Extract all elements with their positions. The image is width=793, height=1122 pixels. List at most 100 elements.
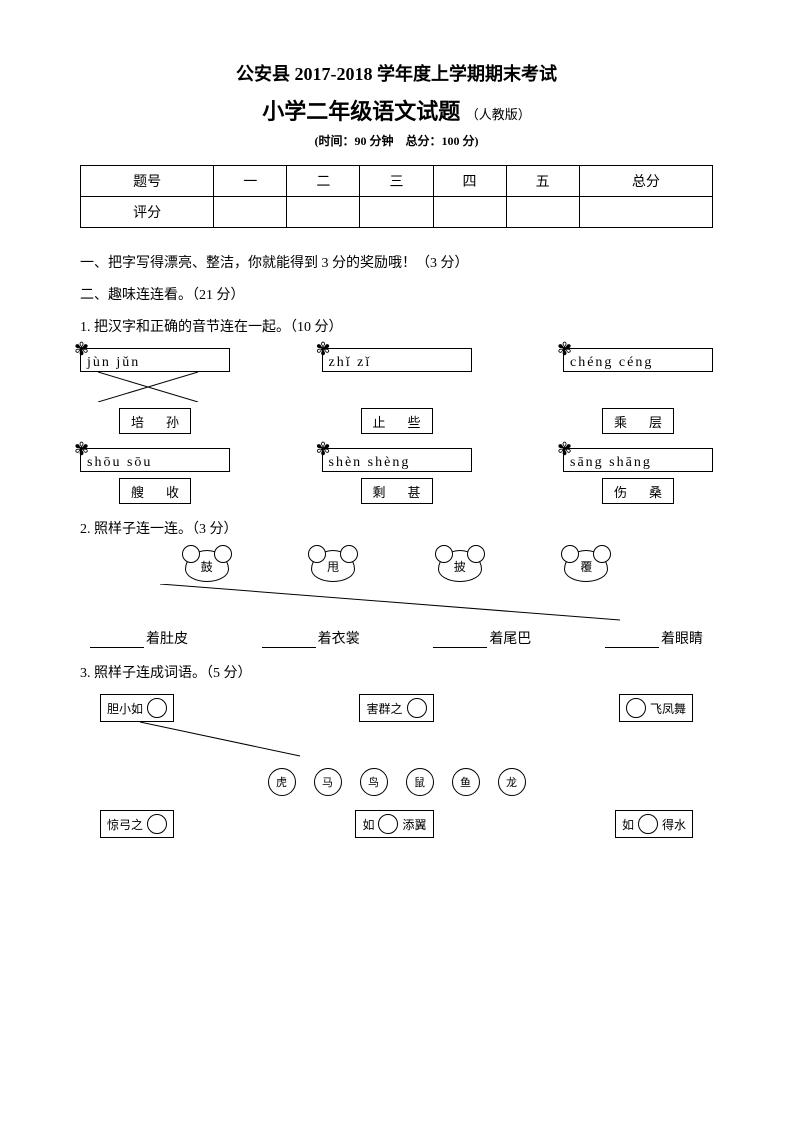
animal-circle: 鱼 bbox=[452, 768, 480, 796]
word-box: 飞凤舞 bbox=[619, 694, 693, 722]
char: 桑 bbox=[638, 482, 673, 501]
char-box: 培孙 bbox=[119, 408, 191, 434]
circle-blank[interactable] bbox=[638, 814, 658, 834]
underline[interactable] bbox=[262, 633, 316, 648]
table-row: 评分 bbox=[81, 197, 713, 228]
cloud-item: 披 bbox=[438, 550, 482, 582]
title-sub: （人教版） bbox=[466, 107, 531, 122]
word-text: 飞凤舞 bbox=[650, 700, 686, 717]
underline[interactable] bbox=[90, 633, 144, 648]
word-text: 害群之 bbox=[366, 700, 402, 717]
pinyin-row: ✾ jùn jǔn ✾ zhǐ zǐ ✾ chéng céng bbox=[80, 348, 713, 402]
animal-circle: 马 bbox=[314, 768, 342, 796]
char: 收 bbox=[155, 482, 190, 501]
blank-item: 着肚皮 bbox=[90, 628, 188, 648]
title-line-2: 小学二年级语文试题 （人教版） bbox=[80, 94, 713, 126]
word-box: 胆小如 bbox=[100, 694, 174, 722]
cloud-item: 覆 bbox=[564, 550, 608, 582]
cell[interactable] bbox=[579, 197, 712, 228]
cell: 题号 bbox=[81, 166, 214, 197]
cell: 五 bbox=[506, 166, 579, 197]
connect-line bbox=[120, 584, 640, 624]
decoration-icon: ✾ bbox=[74, 340, 89, 358]
char-box: 伤桑 bbox=[602, 478, 674, 504]
char: 甚 bbox=[397, 482, 432, 501]
word-text: 如 bbox=[622, 816, 634, 833]
question-2-1: 1. 把汉字和正确的音节连在一起。（10 分） bbox=[80, 316, 713, 336]
word-box: 如 添翼 bbox=[355, 810, 433, 838]
question-2-2: 2. 照样子连一连。（3 分） bbox=[80, 518, 713, 538]
decoration-icon: ✾ bbox=[316, 440, 331, 458]
pinyin-box: ✾ zhǐ zǐ bbox=[322, 348, 472, 402]
char-box: 艘收 bbox=[119, 478, 191, 504]
word-box: 如 得水 bbox=[615, 810, 693, 838]
pinyin-box: ✾ shōu sōu bbox=[80, 448, 230, 472]
char: 剩 bbox=[362, 482, 397, 501]
cell: 四 bbox=[433, 166, 506, 197]
pinyin-box: ✾ sāng shāng bbox=[563, 448, 713, 472]
circle-blank[interactable] bbox=[147, 814, 167, 834]
word-text: 惊弓之 bbox=[107, 816, 143, 833]
cell[interactable] bbox=[433, 197, 506, 228]
char: 孙 bbox=[155, 412, 190, 431]
circle-blank[interactable] bbox=[407, 698, 427, 718]
underline[interactable] bbox=[605, 633, 659, 648]
char: 层 bbox=[638, 412, 673, 431]
char-box: 乘层 bbox=[602, 408, 674, 434]
wordbox-row: 惊弓之 如 添翼 如 得水 bbox=[100, 810, 693, 838]
char-box: 剩甚 bbox=[361, 478, 433, 504]
pinyin-text: chéng céng bbox=[563, 348, 713, 372]
blank-text: 着肚皮 bbox=[146, 628, 188, 648]
pinyin-text: zhǐ zǐ bbox=[322, 348, 472, 372]
cell[interactable] bbox=[287, 197, 360, 228]
pinyin-box: ✾ chéng céng bbox=[563, 348, 713, 402]
decoration-icon: ✾ bbox=[557, 440, 572, 458]
question-2: 二、趣味连连看。（21 分） bbox=[80, 284, 713, 304]
cell: 一 bbox=[214, 166, 287, 197]
circle-blank[interactable] bbox=[147, 698, 167, 718]
title-main: 小学二年级语文试题 bbox=[262, 99, 460, 124]
word-text: 添翼 bbox=[402, 816, 426, 833]
word-box: 害群之 bbox=[359, 694, 433, 722]
connect-line bbox=[140, 722, 440, 758]
char: 些 bbox=[397, 412, 432, 431]
cross-lines bbox=[98, 372, 208, 402]
underline[interactable] bbox=[433, 633, 487, 648]
char: 止 bbox=[362, 412, 397, 431]
pinyin-text: shōu sōu bbox=[80, 448, 230, 472]
word-text: 得水 bbox=[662, 816, 686, 833]
cell[interactable] bbox=[214, 197, 287, 228]
circle-blank[interactable] bbox=[626, 698, 646, 718]
char-row: 培孙 止些 乘层 bbox=[80, 408, 713, 434]
blank-text: 着衣裳 bbox=[318, 628, 360, 648]
char-row: 艘收 剩甚 伤桑 bbox=[80, 478, 713, 504]
table-row: 题号 一 二 三 四 五 总分 bbox=[81, 166, 713, 197]
pinyin-text: sāng shāng bbox=[563, 448, 713, 472]
word-text: 胆小如 bbox=[107, 700, 143, 717]
char: 艘 bbox=[120, 482, 155, 501]
cell[interactable] bbox=[506, 197, 579, 228]
cell[interactable] bbox=[360, 197, 433, 228]
blank-text: 着眼睛 bbox=[661, 628, 703, 648]
cell: 总分 bbox=[579, 166, 712, 197]
blank-item: 着眼睛 bbox=[605, 628, 703, 648]
wordbox-row: 胆小如 害群之 飞凤舞 bbox=[100, 694, 693, 722]
question-1: 一、把字写得漂亮、整洁，你就能得到 3 分的奖励哦！（3 分） bbox=[80, 252, 713, 272]
blank-text: 着尾巴 bbox=[489, 628, 531, 648]
cell: 评分 bbox=[81, 197, 214, 228]
decoration-icon: ✾ bbox=[557, 340, 572, 358]
pinyin-box: ✾ jùn jǔn bbox=[80, 348, 230, 402]
question-2-3: 3. 照样子连成词语。（5 分） bbox=[80, 662, 713, 682]
char: 培 bbox=[120, 412, 155, 431]
pinyin-text: jùn jǔn bbox=[80, 348, 230, 372]
char-box: 止些 bbox=[361, 408, 433, 434]
cloud-item: 鼓 bbox=[185, 550, 229, 582]
pinyin-box: ✾ shèn shèng bbox=[322, 448, 472, 472]
circle-blank[interactable] bbox=[378, 814, 398, 834]
blank-item: 着尾巴 bbox=[433, 628, 531, 648]
word-box: 惊弓之 bbox=[100, 810, 174, 838]
cell: 三 bbox=[360, 166, 433, 197]
word-text: 如 bbox=[362, 816, 374, 833]
pinyin-text: shèn shèng bbox=[322, 448, 472, 472]
cloud-row: 鼓 甩 披 覆 bbox=[143, 550, 649, 582]
